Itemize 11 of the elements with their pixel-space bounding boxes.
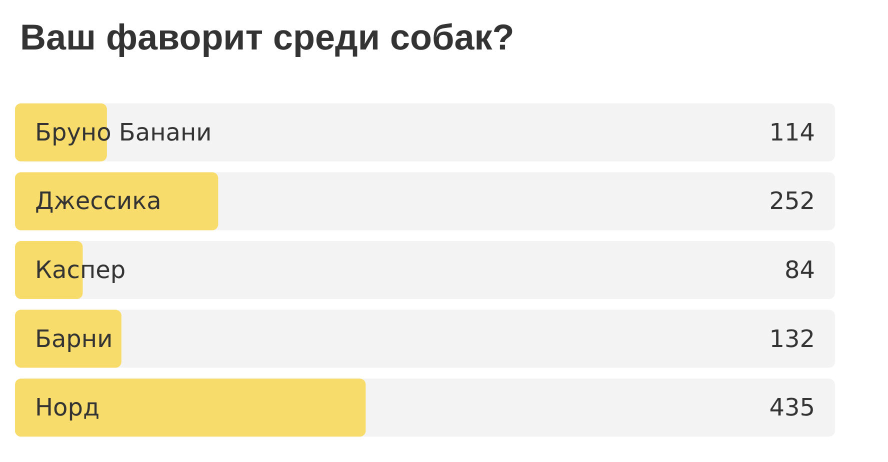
data-label: 132 bbox=[769, 324, 815, 353]
chart-title: Ваш фаворит среди собак? bbox=[20, 16, 514, 58]
data-label: 435 bbox=[769, 394, 815, 422]
data-label: 114 bbox=[769, 118, 815, 146]
bar bbox=[15, 172, 218, 230]
data-label: 84 bbox=[784, 256, 815, 284]
y-tick-label: Барни bbox=[35, 324, 113, 353]
bar bbox=[15, 310, 122, 368]
y-tick-label: Норд bbox=[35, 394, 100, 422]
y-tick-label: Джессика bbox=[35, 187, 162, 216]
data-label: 252 bbox=[769, 187, 815, 216]
